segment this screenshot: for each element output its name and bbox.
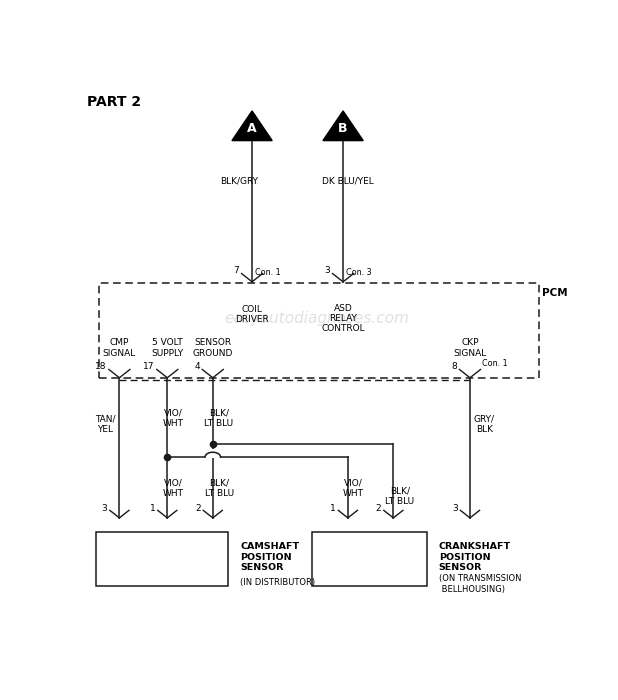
Text: PCM: PCM [542, 288, 567, 298]
Text: VIO/
WHT: VIO/ WHT [163, 479, 184, 498]
Text: 2: 2 [376, 503, 381, 512]
Text: 1: 1 [330, 503, 336, 512]
Text: 2: 2 [195, 503, 201, 512]
Text: GRY/
BLK: GRY/ BLK [474, 415, 495, 434]
Text: DK BLU/YEL: DK BLU/YEL [322, 176, 374, 186]
Text: VIO/
WHT: VIO/ WHT [343, 479, 364, 498]
Text: CKP
SIGNAL: CKP SIGNAL [454, 338, 486, 358]
Text: 17: 17 [143, 362, 154, 371]
Bar [96, 533, 228, 587]
Text: (IN DISTRIBUTOR): (IN DISTRIBUTOR) [240, 578, 315, 587]
Text: BLK/
LT BLU: BLK/ LT BLU [205, 409, 234, 428]
Text: SENSOR
GROUND: SENSOR GROUND [193, 338, 233, 358]
Text: Con. 1: Con. 1 [255, 268, 281, 277]
Text: 3: 3 [324, 266, 330, 275]
Text: VIO/
WHT: VIO/ WHT [163, 409, 184, 428]
Text: (ON TRANSMISSION
 BELLHOUSING): (ON TRANSMISSION BELLHOUSING) [439, 575, 522, 594]
Text: BLK/
LT BLU: BLK/ LT BLU [386, 486, 415, 506]
Text: BLK/GRY: BLK/GRY [219, 176, 258, 186]
Bar [99, 284, 540, 378]
Text: 7: 7 [234, 266, 239, 275]
Text: easyautodiagnoses.com: easyautodiagnoses.com [224, 311, 409, 326]
Text: Con. 1: Con. 1 [482, 359, 507, 368]
Text: CRANKSHAFT
POSITION
SENSOR: CRANKSHAFT POSITION SENSOR [439, 542, 511, 572]
Bar [312, 533, 427, 587]
Text: 4: 4 [194, 362, 200, 371]
Text: ASD
RELAY
CONTROL: ASD RELAY CONTROL [321, 304, 365, 333]
Polygon shape [323, 111, 363, 141]
Text: Con. 3: Con. 3 [346, 268, 372, 277]
Text: CAMSHAFT
POSITION
SENSOR: CAMSHAFT POSITION SENSOR [240, 542, 299, 572]
Bar [205, 449, 221, 458]
Text: B: B [338, 122, 348, 134]
Text: 18: 18 [95, 362, 106, 371]
Text: TAN/
YEL: TAN/ YEL [95, 415, 116, 434]
Text: CMP
SIGNAL: CMP SIGNAL [103, 338, 136, 358]
Text: COIL
DRIVER: COIL DRIVER [235, 305, 269, 324]
Text: 3: 3 [452, 503, 458, 512]
Text: 3: 3 [102, 503, 108, 512]
Text: A: A [247, 122, 257, 134]
Polygon shape [232, 111, 272, 141]
Text: BLK/
LT BLU: BLK/ LT BLU [205, 479, 234, 498]
Text: 5 VOLT
SUPPLY: 5 VOLT SUPPLY [151, 338, 184, 358]
Text: 8: 8 [451, 362, 457, 371]
Text: PART 2: PART 2 [87, 94, 141, 108]
Text: 1: 1 [150, 503, 155, 512]
